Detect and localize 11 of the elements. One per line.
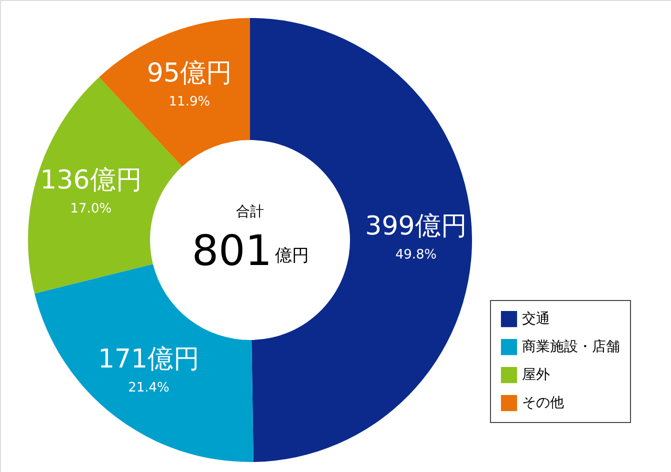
- legend-label: 屋外: [522, 367, 550, 383]
- legend-label: その他: [522, 395, 564, 411]
- legend-label: 商業施設・店舗: [522, 339, 620, 355]
- legend-label: 交通: [522, 311, 550, 327]
- text: 171億円 21.4%: [98, 344, 200, 396]
- text: 95億円 11.9%: [146, 58, 232, 110]
- text: 合計: [236, 204, 264, 220]
- text: 399億円 49.8%: [365, 212, 467, 263]
- text: 136億円 17.0%: [40, 165, 142, 216]
- donut-slice: [99, 18, 250, 167]
- donut-slice: [34, 264, 254, 462]
